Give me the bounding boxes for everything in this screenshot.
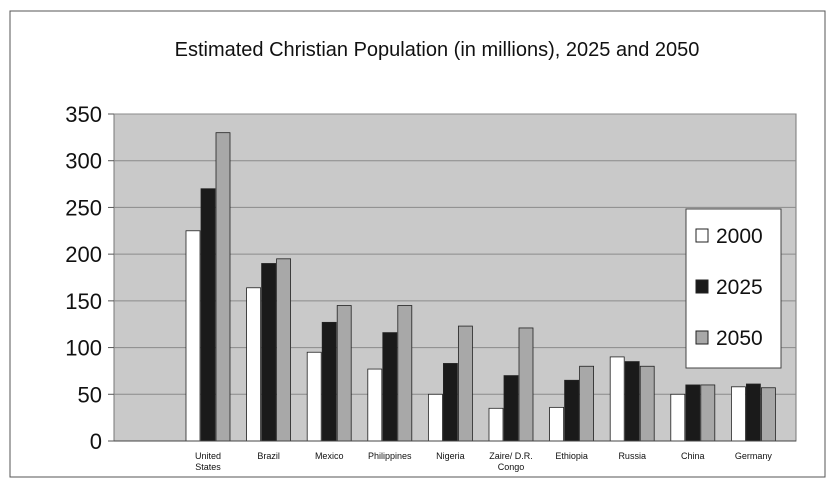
bar-2050 [215,132,231,442]
y-tick-label: 50 [78,382,102,407]
x-tick-label: Russia [618,451,646,461]
y-tick-label: 250 [65,195,102,220]
x-tick-label: Philippines [368,451,412,461]
y-tick-label: 150 [65,289,102,314]
legend: 2000 2025 2050 [685,208,782,369]
x-tick-label: Nigeria [436,451,465,461]
bar-2025 [442,363,458,442]
bar-2050 [518,327,534,442]
bar-2050 [276,258,292,442]
y-tick-label: 300 [65,149,102,174]
x-tick-label: Brazil [257,451,280,461]
bar-2050 [397,305,413,442]
bar-2025 [261,263,277,442]
bar-2000 [185,230,201,442]
bars [185,132,776,442]
x-tick-label: Germany [735,451,773,461]
bar-2025 [200,188,216,442]
bar-2050 [700,384,716,442]
x-tick-label: Mexico [315,451,344,461]
bar-2050 [761,387,776,442]
y-tick-label: 350 [65,102,102,127]
y-tick-label: 100 [65,336,102,361]
bar-2000 [731,386,746,442]
bar-2000 [246,287,262,442]
bar-2000 [488,407,504,442]
bar-2000 [306,351,322,442]
bar-2000 [427,393,443,442]
bar-2050 [579,365,594,442]
bar-2050 [639,365,655,442]
bar-2025 [321,321,337,442]
bar-2025 [564,379,579,442]
bar-2000 [549,406,564,442]
x-tick-label: Congo [498,462,525,472]
bar-2025 [624,361,640,442]
bar-2025 [382,332,398,442]
chart-title: Estimated Christian Population (in milli… [175,39,700,61]
bar-2000 [609,356,625,442]
legend-label: 2000 [716,225,763,248]
bar-2025 [503,375,519,442]
x-tick-label: China [681,451,705,461]
bar-2000 [670,393,686,442]
legend-swatch-2025 [695,279,709,294]
legend-label: 2025 [716,276,763,299]
legend-swatch-2000 [695,228,709,243]
y-axis-ticks: 0 50 100 150 200 250 300 350 [65,102,114,454]
y-tick-label: 200 [65,242,102,267]
legend-label: 2050 [716,327,763,350]
bar-2025 [746,383,761,442]
bar-2025 [685,384,701,442]
legend-swatch-2050 [695,330,709,345]
x-tick-label: States [195,462,221,472]
bar-2000 [367,368,383,442]
x-tick-label: Ethiopia [555,451,588,461]
x-tick-label: Zaire/ D.R. [489,451,533,461]
bar-2050 [336,305,352,442]
y-tick-label: 0 [90,429,102,454]
x-tick-label: United [195,451,221,461]
bar-2050 [457,325,473,442]
